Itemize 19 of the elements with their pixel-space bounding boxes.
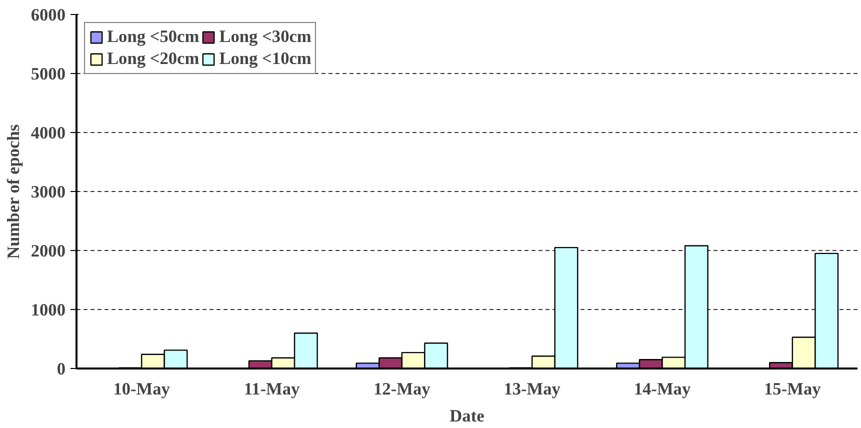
x-tick-label: 10-May [113,380,170,398]
y-tick-label: 5000 [30,64,66,84]
legend-label: Long <20cm [107,49,200,69]
y-tick-label: 0 [56,360,66,378]
y-tick-label: 6000 [30,6,66,24]
legend-label: Long <10cm [219,49,312,69]
legend-label: Long <30cm [219,27,312,47]
x-axis-title: Date [450,406,485,426]
x-tick-label: 13-May [504,380,561,398]
x-tick-label: 11-May [244,380,300,398]
x-tick-label: 14-May [634,380,691,398]
y-axis-title: Number of epochs [4,124,23,259]
x-tick-label: 12-May [374,380,431,398]
legend-label: Long <50cm [107,27,200,47]
y-tick-label: 1000 [30,300,66,320]
x-tick-label: 15-May [764,380,822,398]
y-tick-label: 2000 [30,242,66,260]
y-tick-label: 3000 [30,182,66,202]
y-tick-label: 4000 [30,124,66,142]
